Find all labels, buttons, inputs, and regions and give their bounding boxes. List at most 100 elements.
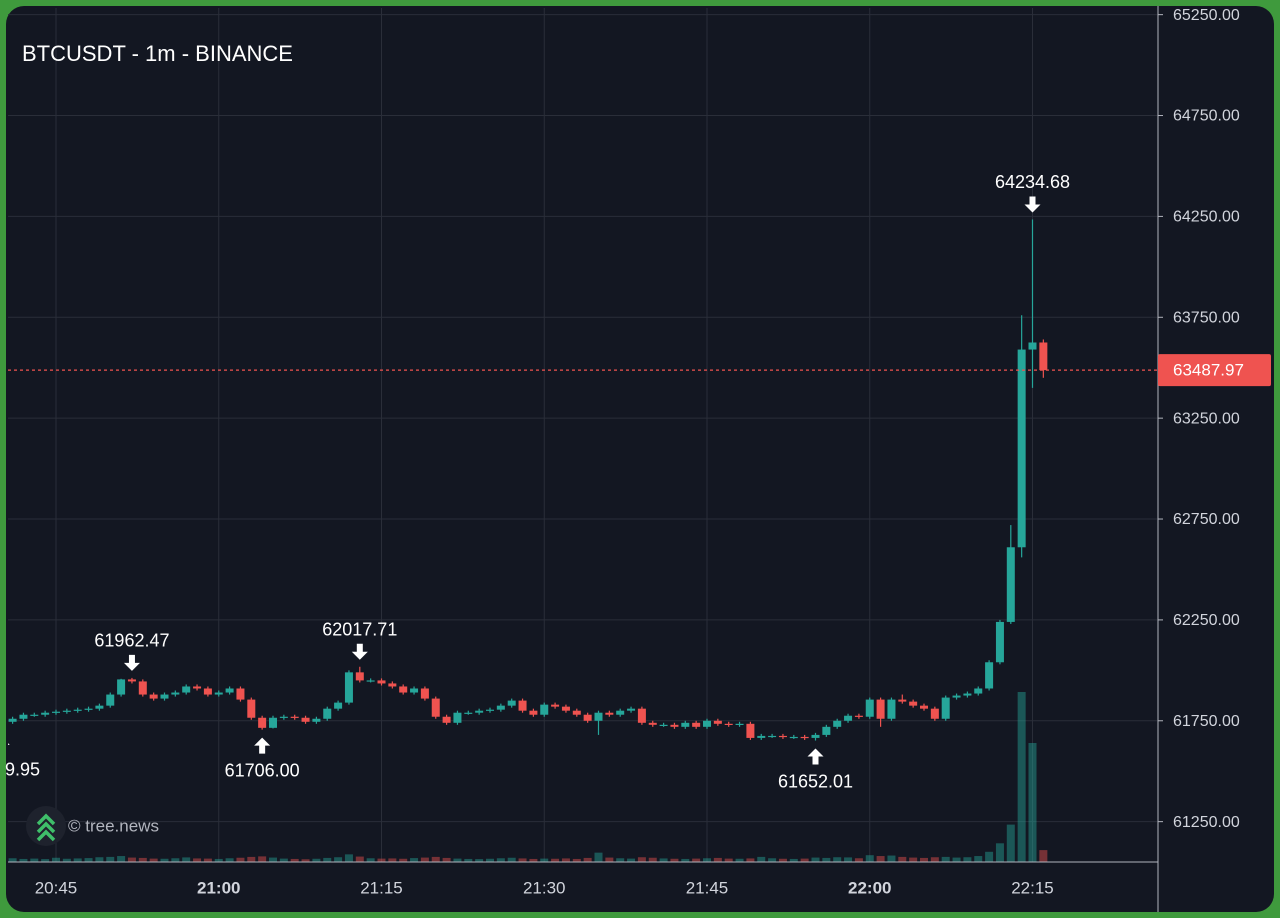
y-tick-label: 62750.00 xyxy=(1173,511,1240,528)
candle-body xyxy=(182,686,191,693)
volume-bar xyxy=(1028,743,1037,862)
x-tick-label: 21:30 xyxy=(523,878,566,897)
candle-body xyxy=(214,692,223,695)
volume-bar xyxy=(746,858,755,862)
candle-body xyxy=(41,712,50,715)
candle-body xyxy=(594,712,603,721)
candle-body xyxy=(344,672,353,703)
candle-body xyxy=(854,715,863,717)
volume-bar xyxy=(279,858,288,862)
candle-body xyxy=(290,716,299,718)
marker-label: 64234.68 xyxy=(995,172,1070,192)
candle-body xyxy=(930,708,939,719)
volume-bar xyxy=(431,856,440,862)
candle-body xyxy=(746,723,755,738)
grid xyxy=(8,8,1158,862)
candle-body xyxy=(279,716,288,718)
volume-bar xyxy=(138,857,147,862)
candle-body xyxy=(269,717,277,728)
volume-bar xyxy=(822,857,831,862)
volume-bar xyxy=(572,858,581,862)
volume-bar xyxy=(605,857,614,862)
candle-body xyxy=(453,712,462,723)
volume-bar xyxy=(366,858,375,862)
candle-body xyxy=(258,717,267,728)
candle-body xyxy=(236,688,245,700)
volume-bar xyxy=(420,857,429,862)
volume-bar xyxy=(952,857,961,862)
volume-bar xyxy=(844,857,853,862)
candle-body xyxy=(149,694,158,699)
volume-bar xyxy=(355,856,364,862)
volume-bar xyxy=(410,858,419,862)
candle-body xyxy=(442,716,451,723)
candle-body xyxy=(475,710,484,713)
candle-body xyxy=(605,712,614,715)
last-price-tag xyxy=(1158,354,1271,387)
volume-bar xyxy=(334,857,343,862)
watermark-text: © tree.news xyxy=(68,816,159,835)
candle-body xyxy=(822,726,831,735)
volume-bar xyxy=(1017,692,1026,862)
volume-bar xyxy=(442,857,451,862)
candle-body xyxy=(681,722,690,727)
volume-bar xyxy=(703,858,711,862)
candle-body xyxy=(887,699,896,719)
volume-bar xyxy=(659,858,668,862)
candle-body xyxy=(203,688,212,695)
candle-body xyxy=(323,708,332,719)
candle-body xyxy=(496,705,505,710)
volume-bar xyxy=(854,858,863,862)
y-tick-label: 61750.00 xyxy=(1173,713,1240,730)
volume-bar xyxy=(475,859,484,862)
volume-bar xyxy=(182,857,191,862)
candle-body xyxy=(529,710,538,715)
x-tick-label: 21:00 xyxy=(197,878,240,897)
volume-bar xyxy=(670,858,679,862)
volume-bar xyxy=(8,858,17,862)
candle-body xyxy=(941,697,950,719)
volume-bar xyxy=(920,857,928,862)
candle-body xyxy=(789,736,798,739)
candle-body xyxy=(898,699,907,702)
volume-bar xyxy=(909,857,918,862)
volume-bar xyxy=(1039,850,1048,862)
candle-body xyxy=(995,621,1004,663)
candle-body xyxy=(84,708,93,710)
candle-body xyxy=(974,688,983,694)
marker-arrow xyxy=(807,748,824,765)
volume-bar xyxy=(312,858,321,862)
candle-body xyxy=(637,708,646,723)
candle-body xyxy=(117,679,126,695)
candle-body xyxy=(540,704,549,715)
volume-bar xyxy=(529,858,538,862)
marker-arrow xyxy=(254,737,271,754)
volume-bar xyxy=(724,858,733,862)
candle-body xyxy=(301,717,310,722)
volume-bar xyxy=(800,858,809,862)
x-tick-label: 22:15 xyxy=(1011,878,1054,897)
volume-bar xyxy=(681,858,690,862)
candle-body xyxy=(106,694,115,706)
candle-body xyxy=(670,724,679,727)
candle-body xyxy=(193,686,202,689)
volume-bar xyxy=(127,857,136,862)
candle-body xyxy=(431,698,440,717)
candle-body xyxy=(735,723,744,726)
volume-bar xyxy=(225,858,234,862)
marker-label: 62017.71 xyxy=(322,620,397,640)
candle-body xyxy=(127,679,136,682)
candle-body xyxy=(724,723,733,726)
panel xyxy=(6,6,1274,912)
marker-arrow xyxy=(1024,196,1041,213)
candle-body xyxy=(985,662,994,689)
volume-bar xyxy=(876,856,885,862)
volume-bar xyxy=(757,856,766,862)
x-tick-label: 22:00 xyxy=(848,878,891,897)
y-tick-label: 64750.00 xyxy=(1173,108,1240,125)
candle-body xyxy=(920,705,928,709)
volume-bar xyxy=(193,858,202,862)
volume-bar xyxy=(985,851,994,862)
volume-bar xyxy=(1006,824,1015,862)
